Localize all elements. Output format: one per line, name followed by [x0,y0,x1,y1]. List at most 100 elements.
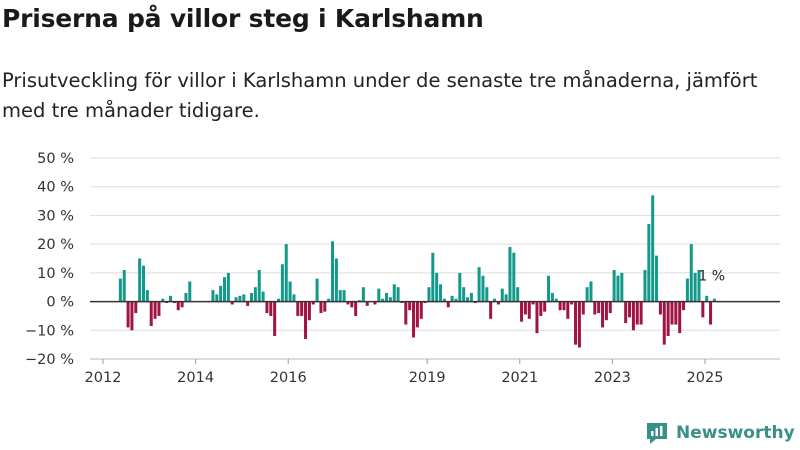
bar [338,290,342,302]
bar [662,301,666,345]
bar [176,301,180,311]
bar [539,301,543,316]
bar [226,272,230,302]
bar [300,301,304,316]
bar [462,287,466,302]
bar [242,294,246,302]
y-tick-label: 10 % [37,266,74,282]
y-tick-label: 50 % [37,151,74,167]
bar [550,292,554,302]
y-tick-label: −10 % [25,323,74,339]
bar [485,287,489,302]
bar [651,195,655,302]
bar [520,301,524,322]
bar [523,301,527,315]
bar [288,281,292,302]
bar [149,301,153,326]
bar [643,269,647,302]
bar [604,301,608,321]
bar [585,287,589,302]
bar [466,297,470,302]
bar [685,278,689,302]
bar [250,292,254,302]
bar [169,295,173,302]
bar [469,292,473,302]
bar [608,301,612,314]
bar [246,301,250,306]
bar [388,297,392,302]
x-axis: 2012 2014 2016 2019 2021 2023 2025 [85,358,780,386]
bar [620,272,624,302]
bar [415,301,419,328]
bar [253,287,257,302]
bar [666,301,670,337]
bar [435,272,439,302]
y-axis-labels: −20 % −10 % 0 % 10 % 20 % 30 % 40 % 50 % [25,151,74,368]
bar [269,301,273,316]
y-tick-label: 30 % [37,208,74,224]
bar [458,272,462,302]
bar [628,301,632,318]
bar [566,301,570,319]
bar [554,298,558,302]
bar [512,252,516,302]
bar [678,301,682,334]
bar [273,301,277,337]
bar [670,301,674,325]
bar [547,275,551,302]
bar [311,301,315,305]
x-tick-label: 2014 [177,370,214,386]
bar [601,301,605,328]
bar [477,267,481,302]
chart-subtitle: Prisutveckling för villor i Karlshamn un… [2,69,758,122]
x-tick-label: 2023 [594,370,631,386]
bar [442,298,446,302]
bar [454,298,458,302]
bar [215,294,219,302]
bar [655,255,659,302]
bar [373,301,377,305]
bar [238,295,242,302]
bar [211,290,215,302]
bar [639,301,643,325]
bar [682,301,686,311]
bar [323,301,327,312]
x-tick-label: 2012 [85,370,122,386]
bar [543,301,547,312]
bar [493,298,497,302]
bar [412,301,416,338]
bar [705,295,709,302]
y-tick-label: 40 % [37,180,74,196]
bar [624,301,628,324]
bar [188,281,192,302]
bar [334,258,338,302]
bar [153,301,157,319]
bar [280,264,284,302]
bar [431,252,435,302]
bar [126,301,130,328]
bar [697,269,701,302]
bar [527,301,531,319]
bar [381,298,385,302]
gridlines [90,157,780,360]
bar [427,287,431,302]
bar [709,301,713,325]
bar [257,269,261,302]
bar [184,292,188,302]
x-tick-label: 2016 [270,370,307,386]
bar [574,301,578,345]
bar [658,301,662,315]
bar [647,224,651,302]
bar [223,277,227,302]
bar [327,298,331,302]
bar [142,265,146,302]
bar [481,275,485,302]
bar [350,301,354,308]
bar [122,269,126,302]
bar [531,301,535,305]
bar [508,247,512,302]
bar [307,301,311,321]
bar [230,301,234,305]
bar [157,301,161,316]
bar [145,290,149,302]
